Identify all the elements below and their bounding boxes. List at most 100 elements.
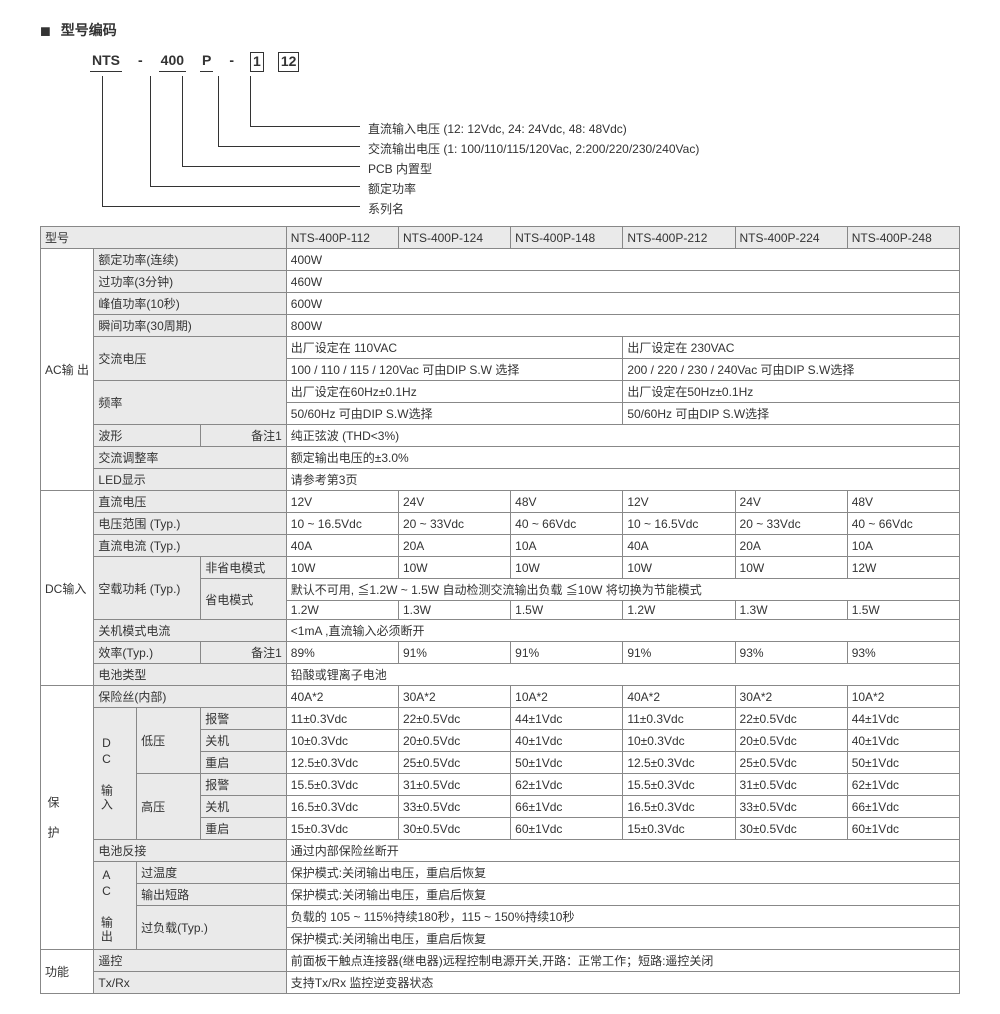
spec-table: 型号 NTS-400P-112 NTS-400P-124 NTS-400P-14… — [40, 226, 960, 994]
wave-note: 备注1 — [201, 425, 287, 447]
noload-non-l: 非省电模式 — [201, 557, 287, 579]
inst-v: 800W — [286, 315, 959, 337]
lv-alarm-0: 11±0.3Vdc — [286, 708, 398, 730]
acv-r1a: 出厂设定在 110VAC — [286, 337, 623, 359]
nl-non-3: 10W — [623, 557, 735, 579]
coding-line-acout: 交流输出电压 (1: 100/110/115/120Vac, 2:200/220… — [368, 140, 699, 157]
fuse-l: 保险丝(内部) — [94, 686, 286, 708]
hv-shut-1: 33±0.5Vdc — [398, 796, 510, 818]
rng-l: 电压范围 (Typ.) — [94, 513, 286, 535]
part-dash2: - — [227, 52, 236, 72]
nl-eco-5: 1.5W — [847, 601, 959, 620]
acv-r2a: 100 / 110 / 115 / 120Vac 可由DIP S.W 选择 — [286, 359, 623, 381]
rng-0: 10 ~ 16.5Vdc — [286, 513, 398, 535]
prot-label: 保 护 — [41, 686, 94, 950]
dci-1: 20A — [398, 535, 510, 557]
bracket-diagram: 直流输入电压 (12: 12Vdc, 24: 24Vdc, 48: 48Vdc)… — [90, 76, 960, 216]
remote-l: 遥控 — [94, 950, 286, 972]
hv-alarm-2: 62±1Vdc — [511, 774, 623, 796]
rated-power-l: 额定功率(连续) — [94, 249, 286, 271]
fuse-1: 30A*2 — [398, 686, 510, 708]
lv-rec-5: 50±1Vdc — [847, 752, 959, 774]
bat-v: 铅酸或锂离子电池 — [286, 664, 959, 686]
nl-eco-4: 1.3W — [735, 601, 847, 620]
noload-eco-l: 省电模式 — [201, 579, 287, 620]
func-label: 功能 — [41, 950, 94, 994]
lv-alarm-5: 44±1Vdc — [847, 708, 959, 730]
peak-v: 600W — [286, 293, 959, 315]
nl-non-0: 10W — [286, 557, 398, 579]
model-label: 型号 — [41, 227, 287, 249]
over-power-v: 460W — [286, 271, 959, 293]
hv-rec-1: 30±0.5Vdc — [398, 818, 510, 840]
freq-r2a: 50/60Hz 可由DIP S.W选择 — [286, 403, 623, 425]
lv-shut-2: 40±1Vdc — [511, 730, 623, 752]
ot-l: 过温度 — [137, 862, 287, 884]
freq-l: 频率 — [94, 381, 286, 425]
ol-v2: 保护模式:关闭输出电压，重启后恢复 — [286, 928, 959, 950]
noload-l: 空载功耗 (Typ.) — [94, 557, 201, 620]
dcv-3: 12V — [623, 491, 735, 513]
hv-alarm-4: 31±0.5Vdc — [735, 774, 847, 796]
dcv-1: 24V — [398, 491, 510, 513]
ot-v: 保护模式:关闭输出电压，重启后恢复 — [286, 862, 959, 884]
prot-acout-label: AC 输出 — [94, 862, 137, 950]
txrx-v: 支持Tx/Rx 监控逆变器状态 — [286, 972, 959, 994]
reg-l: 交流调整率 — [94, 447, 286, 469]
coding-line-pcb: PCB 内置型 — [368, 160, 432, 177]
nl-eco-0: 1.2W — [286, 601, 398, 620]
lv-shut-l: 关机 — [201, 730, 287, 752]
dcv-4: 24V — [735, 491, 847, 513]
rng-4: 20 ~ 33Vdc — [735, 513, 847, 535]
noload-eco-note: 默认不可用, ≦1.2W ~ 1.5W 自动检测交流输出负载 ≦10W 将切换为… — [286, 579, 959, 601]
coding-line-series: 系列名 — [368, 200, 404, 217]
sc-l: 输出短路 — [137, 884, 287, 906]
nl-non-4: 10W — [735, 557, 847, 579]
model-5: NTS-400P-248 — [847, 227, 959, 249]
fuse-3: 40A*2 — [623, 686, 735, 708]
model-0: NTS-400P-112 — [286, 227, 398, 249]
lv-alarm-1: 22±0.5Vdc — [398, 708, 510, 730]
part-series: NTS — [90, 52, 122, 72]
lv-l: 低压 — [137, 708, 201, 774]
hv-l: 高压 — [137, 774, 201, 840]
model-1: NTS-400P-124 — [398, 227, 510, 249]
rng-1: 20 ~ 33Vdc — [398, 513, 510, 535]
part-dcv: 12 — [278, 52, 300, 72]
led-v: 请参考第3页 — [286, 469, 959, 491]
hv-shut-l: 关机 — [201, 796, 287, 818]
coding-line-dcin: 直流输入电压 (12: 12Vdc, 24: 24Vdc, 48: 48Vdc) — [368, 120, 627, 137]
hv-rec-2: 60±1Vdc — [511, 818, 623, 840]
hv-rec-l: 重启 — [201, 818, 287, 840]
hv-shut-3: 16.5±0.3Vdc — [623, 796, 735, 818]
nl-non-5: 12W — [847, 557, 959, 579]
dcv-5: 48V — [847, 491, 959, 513]
nl-non-2: 10W — [511, 557, 623, 579]
dc-in-label: DC输入 — [41, 491, 94, 686]
lv-shut-4: 20±0.5Vdc — [735, 730, 847, 752]
part-dash1: - — [136, 52, 145, 72]
coding-parts: NTS - 400 P - 1 12 — [90, 52, 960, 72]
acv-r1b: 出厂设定在 230VAC — [623, 337, 960, 359]
model-2: NTS-400P-148 — [511, 227, 623, 249]
eff-l: 效率(Typ.) — [94, 642, 201, 664]
txrx-l: Tx/Rx — [94, 972, 286, 994]
wave-v: 纯正弦波 (THD<3%) — [286, 425, 959, 447]
fuse-5: 10A*2 — [847, 686, 959, 708]
hv-shut-5: 66±1Vdc — [847, 796, 959, 818]
ol-l: 过负载(Typ.) — [137, 906, 287, 950]
ol-v1: 负载的 105 ~ 115%持续180秒，115 ~ 150%持续10秒 — [286, 906, 959, 928]
model-3: NTS-400P-212 — [623, 227, 735, 249]
acv-r2b: 200 / 220 / 230 / 240Vac 可由DIP S.W选择 — [623, 359, 960, 381]
led-l: LED显示 — [94, 469, 286, 491]
sc-v: 保护模式:关闭输出电压，重启后恢复 — [286, 884, 959, 906]
section-title: 型号编码 — [61, 22, 117, 38]
part-power: 400 — [159, 52, 186, 72]
nl-eco-2: 1.5W — [511, 601, 623, 620]
dcv-2: 48V — [511, 491, 623, 513]
part-acv: 1 — [250, 52, 264, 72]
rev-l: 电池反接 — [94, 840, 286, 862]
eff-3: 91% — [623, 642, 735, 664]
reg-v: 额定输出电压的±3.0% — [286, 447, 959, 469]
section-header: ■ 型号编码 — [40, 20, 960, 42]
